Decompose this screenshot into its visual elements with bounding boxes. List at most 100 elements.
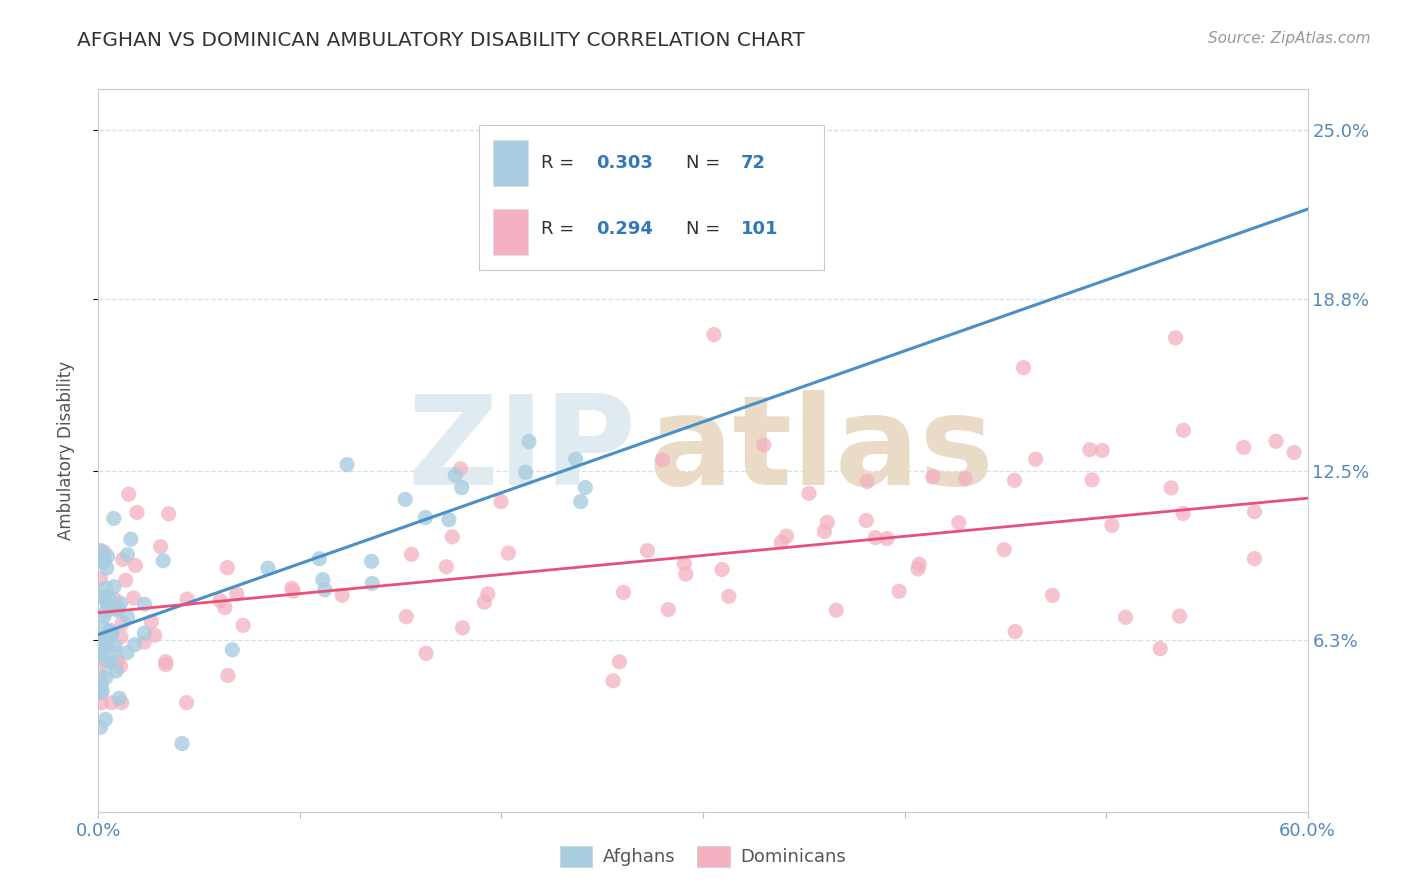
Point: [217, 668, 239, 682]
Point: [636, 543, 658, 558]
Point: [97, 591, 120, 606]
Point: [855, 513, 877, 527]
Legend: Afghans, Dominicans: Afghans, Dominicans: [553, 838, 853, 874]
Point: [110, 596, 132, 610]
Point: [1081, 473, 1104, 487]
Point: [865, 531, 887, 545]
Point: [90, 670, 112, 684]
Point: [103, 580, 125, 594]
Point: [90, 678, 112, 692]
Point: [115, 646, 138, 660]
Point: [907, 562, 929, 576]
Point: [489, 494, 512, 508]
Point: [797, 486, 820, 500]
Point: [90, 685, 112, 699]
Point: [132, 635, 155, 649]
Point: [395, 609, 418, 624]
Point: [673, 557, 696, 571]
Point: [1012, 360, 1035, 375]
Point: [91, 640, 114, 654]
Point: [361, 576, 384, 591]
Point: [90, 696, 112, 710]
Point: [922, 470, 945, 484]
Point: [281, 582, 304, 596]
Point: [93, 552, 115, 566]
Point: [444, 468, 467, 483]
Point: [953, 472, 976, 486]
Point: [574, 481, 596, 495]
Point: [1149, 641, 1171, 656]
Point: [1173, 507, 1195, 521]
Point: [89, 646, 111, 660]
Point: [114, 574, 136, 588]
Point: [107, 601, 129, 615]
Point: [155, 657, 177, 672]
Point: [813, 524, 835, 539]
Point: [330, 588, 353, 602]
Point: [96, 654, 118, 668]
Point: [711, 562, 734, 576]
Text: AFGHAN VS DOMINICAN AMBULATORY DISABILITY CORRELATION CHART: AFGHAN VS DOMINICAN AMBULATORY DISABILIT…: [77, 31, 806, 50]
Point: [93, 555, 115, 569]
Point: [887, 584, 910, 599]
Point: [89, 632, 111, 646]
Point: [437, 513, 460, 527]
Point: [157, 507, 180, 521]
Point: [149, 540, 172, 554]
Point: [415, 646, 437, 660]
Point: [104, 592, 127, 607]
Point: [94, 634, 117, 648]
Point: [134, 597, 156, 611]
Point: [474, 595, 496, 609]
Point: [703, 327, 725, 342]
Point: [93, 590, 115, 604]
Point: [498, 546, 520, 560]
Point: [675, 567, 697, 582]
Point: [104, 645, 127, 659]
Point: [856, 475, 879, 489]
Y-axis label: Ambulatory Disability: Ambulatory Disability: [56, 361, 75, 540]
Point: [221, 642, 243, 657]
Point: [125, 505, 148, 519]
Point: [103, 511, 125, 525]
Point: [1078, 442, 1101, 457]
Point: [141, 615, 163, 629]
Point: [96, 596, 118, 610]
Point: [1282, 445, 1305, 459]
Point: [117, 487, 139, 501]
Point: [93, 545, 115, 559]
Point: [948, 516, 970, 530]
Point: [517, 434, 540, 449]
Point: [90, 641, 112, 656]
Point: [124, 558, 146, 573]
Point: [825, 603, 848, 617]
Point: [775, 529, 797, 543]
Point: [257, 561, 280, 575]
Point: [143, 628, 166, 642]
Point: [91, 552, 114, 566]
Point: [232, 618, 254, 632]
Point: [89, 645, 111, 659]
Point: [89, 572, 111, 586]
Point: [1004, 624, 1026, 639]
Point: [314, 582, 336, 597]
Point: [360, 554, 382, 568]
Point: [120, 533, 142, 547]
Point: [105, 603, 128, 617]
Point: [515, 465, 537, 479]
Point: [401, 547, 423, 561]
Point: [308, 551, 330, 566]
Point: [170, 737, 193, 751]
Point: [336, 458, 359, 472]
Point: [94, 712, 117, 726]
Point: [97, 591, 120, 605]
Point: [451, 621, 474, 635]
Point: [1173, 423, 1195, 437]
Point: [122, 591, 145, 605]
Point: [717, 590, 740, 604]
Point: [97, 597, 120, 611]
Point: [176, 696, 198, 710]
Point: [752, 438, 775, 452]
Point: [91, 657, 114, 671]
Point: [434, 559, 457, 574]
